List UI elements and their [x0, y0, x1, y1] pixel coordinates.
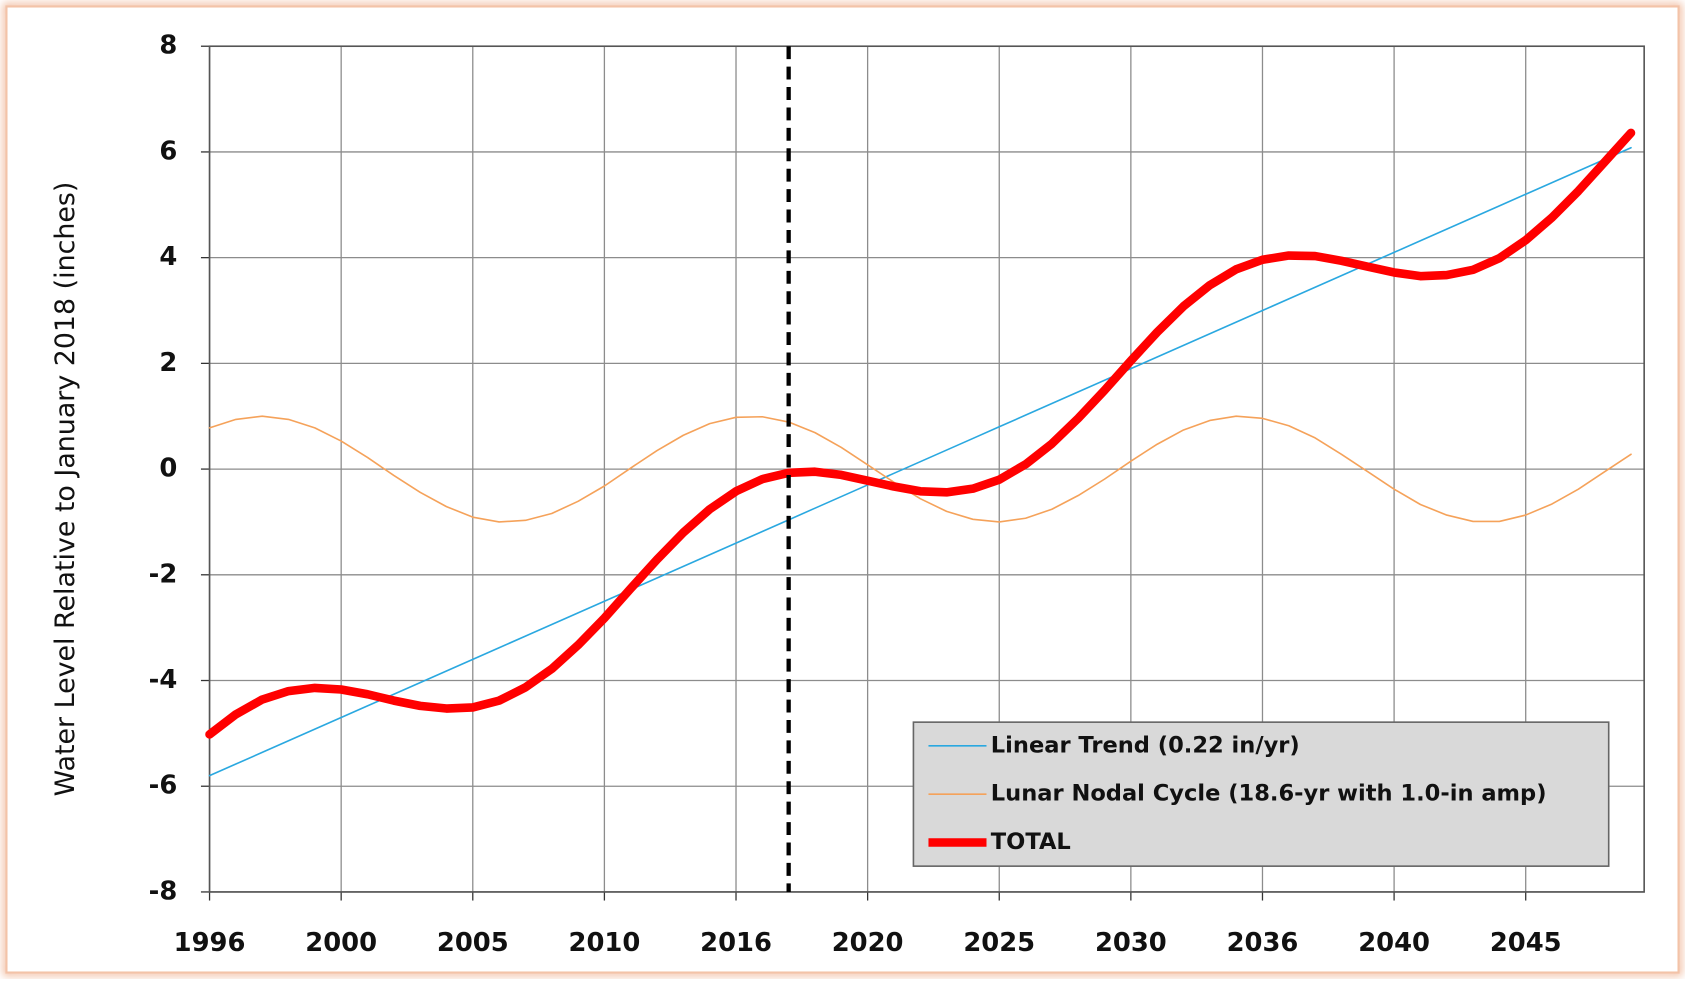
- x-tick-label: 2036: [1227, 928, 1299, 958]
- series-line: [208, 146, 1632, 777]
- legend-label: Linear Trend (0.22 in/yr): [991, 732, 1300, 758]
- legend-box: [912, 721, 1610, 867]
- x-tick-label: 2010: [569, 928, 641, 958]
- y-tick-label: 2: [159, 348, 177, 378]
- x-tick-label: 1996: [174, 928, 246, 958]
- plot: [205, 46, 1636, 892]
- x-tick-label: 2045: [1490, 928, 1562, 958]
- plot-border: [208, 45, 1645, 893]
- y-tick-label: -2: [149, 559, 178, 589]
- x-tick-label: 2016: [700, 928, 772, 958]
- legend-label: Lunar Nodal Cycle (18.6-yr with 1.0-in a…: [991, 781, 1547, 807]
- y-tick-label: -6: [149, 771, 178, 801]
- series-line: [208, 415, 1632, 523]
- y-tick-label: 4: [159, 242, 177, 272]
- y-tick-label: -8: [149, 876, 178, 906]
- y-tick-label: 6: [159, 136, 177, 166]
- legend-label: TOTAL: [991, 829, 1071, 855]
- x-tick-label: 2040: [1358, 928, 1430, 958]
- x-tick-label: 2000: [305, 928, 377, 958]
- x-tick-label: 2005: [437, 928, 509, 958]
- x-tick-label: 2030: [1095, 928, 1167, 958]
- grid: [200, 45, 1645, 901]
- y-tick-label: 0: [159, 454, 177, 484]
- x-tick-label: 2020: [832, 928, 904, 958]
- y-tick-label: 8: [159, 31, 177, 61]
- y-tick-label: -4: [149, 665, 178, 695]
- series-line: [205, 128, 1636, 739]
- y-axis-label: Water Level Relative to January 2018 (in…: [50, 182, 81, 797]
- x-tick-label: 2025: [963, 928, 1035, 958]
